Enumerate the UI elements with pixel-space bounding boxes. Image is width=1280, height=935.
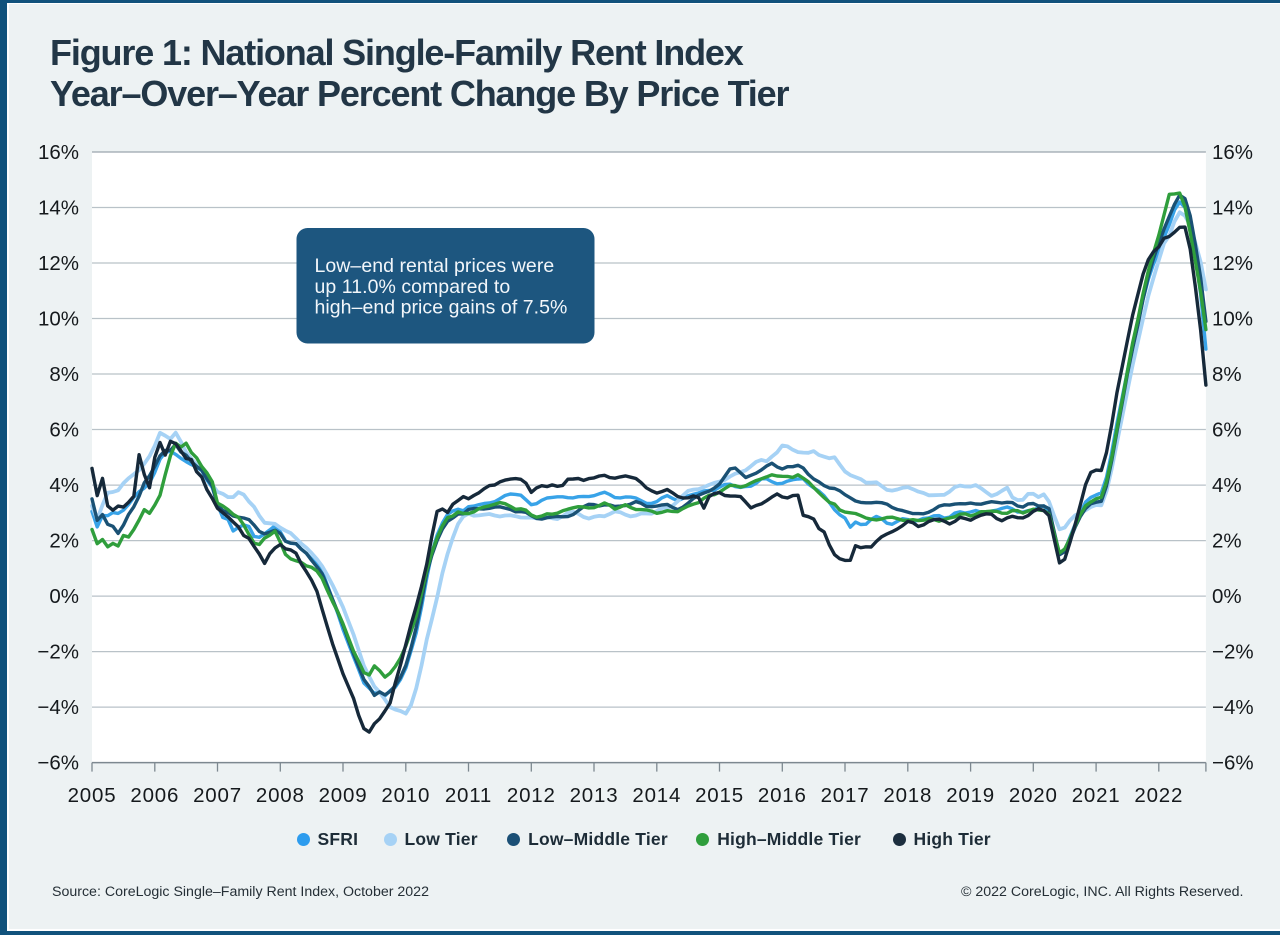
svg-text:−4%: −4% bbox=[1212, 696, 1254, 719]
svg-text:2013: 2013 bbox=[570, 784, 619, 807]
svg-text:up 11.0% compared to: up 11.0% compared to bbox=[315, 276, 511, 298]
svg-text:6%: 6% bbox=[1212, 419, 1242, 442]
svg-text:−4%: −4% bbox=[37, 696, 79, 719]
svg-text:2016: 2016 bbox=[758, 784, 807, 807]
svg-text:2007: 2007 bbox=[193, 784, 242, 807]
svg-text:2012: 2012 bbox=[507, 784, 556, 807]
svg-text:2009: 2009 bbox=[319, 784, 368, 807]
svg-text:8%: 8% bbox=[1212, 363, 1242, 386]
svg-text:Low–end rental prices were: Low–end rental prices were bbox=[315, 255, 555, 277]
svg-text:2015: 2015 bbox=[695, 784, 744, 807]
svg-text:2%: 2% bbox=[49, 530, 79, 553]
svg-text:12%: 12% bbox=[1212, 252, 1253, 275]
svg-text:−2%: −2% bbox=[1212, 641, 1254, 664]
svg-text:4%: 4% bbox=[49, 474, 79, 497]
svg-text:6%: 6% bbox=[49, 419, 79, 442]
svg-text:12%: 12% bbox=[38, 252, 79, 275]
svg-text:14%: 14% bbox=[38, 197, 79, 220]
svg-text:2022: 2022 bbox=[1134, 784, 1183, 807]
svg-text:2020: 2020 bbox=[1009, 784, 1058, 807]
svg-text:16%: 16% bbox=[1212, 141, 1253, 164]
svg-text:0%: 0% bbox=[1212, 585, 1242, 608]
svg-text:16%: 16% bbox=[38, 141, 79, 164]
svg-text:2005: 2005 bbox=[68, 784, 117, 807]
svg-text:2%: 2% bbox=[1212, 530, 1242, 553]
svg-text:10%: 10% bbox=[1212, 308, 1253, 331]
svg-text:2014: 2014 bbox=[632, 784, 681, 807]
svg-text:2019: 2019 bbox=[946, 784, 995, 807]
svg-text:−6%: −6% bbox=[37, 752, 79, 775]
svg-text:2006: 2006 bbox=[130, 784, 179, 807]
svg-text:high–end price gains of 7.5%: high–end price gains of 7.5% bbox=[315, 297, 568, 319]
svg-text:2011: 2011 bbox=[445, 784, 492, 807]
svg-text:2018: 2018 bbox=[883, 784, 932, 807]
svg-text:2021: 2021 bbox=[1072, 784, 1121, 807]
svg-text:−2%: −2% bbox=[37, 641, 79, 664]
svg-text:2008: 2008 bbox=[256, 784, 305, 807]
svg-text:14%: 14% bbox=[1212, 197, 1253, 220]
svg-text:0%: 0% bbox=[49, 585, 79, 608]
svg-text:10%: 10% bbox=[38, 308, 79, 331]
svg-text:2010: 2010 bbox=[381, 784, 430, 807]
svg-text:8%: 8% bbox=[49, 363, 79, 386]
svg-text:2017: 2017 bbox=[821, 784, 870, 807]
svg-text:−6%: −6% bbox=[1212, 752, 1254, 775]
svg-text:4%: 4% bbox=[1212, 474, 1242, 497]
